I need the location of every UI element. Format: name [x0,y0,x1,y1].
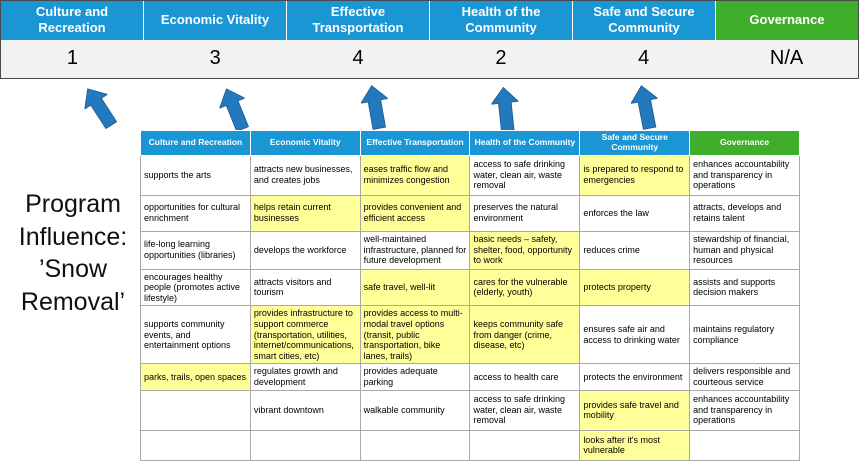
matrix-cell: eases traffic flow and minimizes congest… [359,154,471,196]
table-row: encourages healthy people (promotes acti… [140,268,800,307]
pillar-summary-table: Culture and Recreation Economic Vitality E… [0,0,859,79]
matrix-header-row: Culture and Recreation Economic Vitality E… [140,130,800,156]
matrix-cell: looks after it's most vulnerable [579,429,691,461]
matrix-cell: attracts new businesses, and creates job… [249,154,361,196]
up-arrow-icon [358,82,393,132]
matrix-cell: is prepared to respond to emergencies [579,154,691,196]
pillar-header-economic-vitality: Economic Vitality [144,1,287,40]
matrix-cell: protects the environment [579,363,691,391]
matrix-cell [689,429,800,461]
matrix-cell: access to health care [469,363,581,391]
matrix-cell: basic needs – safety, shelter, food, opp… [469,230,581,270]
matrix-cell: ensures safe air and access to drinking … [579,305,691,365]
matrix-cell: supports community events, and entertain… [140,305,251,365]
table-row: supports the arts attracts new businesses… [140,154,800,196]
matrix-header-economic-vitality: Economic Vitality [249,130,361,156]
pillar-header-health-of-the-community: Health of the Community [430,1,573,40]
matrix-cell: develops the workforce [249,230,361,270]
matrix-cell: supports the arts [140,154,251,196]
pillar-header-culture-and-recreation: Culture and Recreation [1,1,144,40]
matrix-cell: delivers responsible and courteous servi… [689,363,800,391]
matrix-header-effective-transportation: Effective Transportation [359,130,471,156]
matrix-cell: access to safe drinking water, clean air… [469,154,581,196]
pillar-score-row: 1 3 4 2 4 N/A [1,39,858,78]
up-arrow-icon [76,80,124,133]
matrix-cell: assists and supports decision makers [689,268,800,307]
matrix-cell: enhances accountability and transparency… [689,154,800,196]
matrix-cell [249,429,361,461]
matrix-cell: parks, trails, open spaces [140,363,251,391]
table-row: life-long learning opportunities (librar… [140,230,800,270]
matrix-cell: helps retain current businesses [249,194,361,232]
table-row: looks after it's most vulnerable [140,429,800,461]
matrix-header-culture-and-recreation: Culture and Recreation [140,130,251,156]
up-arrow-icon [213,83,255,136]
matrix-cell: enforces the law [579,194,691,232]
matrix-header-governance: Governance [689,130,800,156]
pillar-score-health-of-the-community: 2 [495,46,507,69]
matrix-cell: well-maintained infrastructure, planned … [359,230,471,270]
influence-matrix: Culture and Recreation Economic Vitality E… [140,130,800,461]
matrix-cell [140,389,251,431]
matrix-cell: keeps community safe from danger (crime,… [469,305,581,365]
matrix-cell: enhances accountability and transparency… [689,389,800,431]
pillar-header-row: Culture and Recreation Economic Vitality E… [1,1,858,40]
up-arrow-icon [628,82,663,132]
matrix-cell: provides access to multi-modal travel op… [359,305,471,365]
matrix-header-health-of-the-community: Health of the Community [469,130,581,156]
matrix-cell [469,429,581,461]
matrix-cell: vibrant downtown [249,389,361,431]
matrix-cell: encourages healthy people (promotes acti… [140,268,251,307]
matrix-cell: provides safe travel and mobility [579,389,691,431]
matrix-cell: safe travel, well-lit [359,268,471,307]
matrix-cell [140,429,251,461]
matrix-cell: maintains regulatory compliance [689,305,800,365]
table-row: opportunities for cultural enrichment hel… [140,194,800,232]
pillar-header-effective-transportation: Effective Transportation [287,1,430,40]
matrix-cell: opportunities for cultural enrichment [140,194,251,232]
table-row: supports community events, and entertain… [140,305,800,365]
up-arrow-icon [490,85,522,134]
pillar-score-safe-and-secure-community: 4 [638,46,650,69]
matrix-cell: life-long learning opportunities (librar… [140,230,251,270]
matrix-cell: provides infrastructure to support comme… [249,305,361,365]
matrix-cell [359,429,471,461]
pillar-header-safe-and-secure-community: Safe and Secure Community [573,1,716,40]
matrix-cell: reduces crime [579,230,691,270]
matrix-cell: access to safe drinking water, clean air… [469,389,581,431]
matrix-cell: walkable community [359,389,471,431]
matrix-cell: provides adequate parking [359,363,471,391]
page-title: Program Influence: ’Snow Removal’ [18,190,128,316]
pillar-score-governance: N/A [769,46,804,69]
matrix-cell: protects property [579,268,691,307]
pillar-score-economic-vitality: 3 [209,46,221,69]
matrix-cell: stewardship of financial, human and phys… [689,230,800,270]
matrix-cell: attracts visitors and tourism [249,268,361,307]
table-row: parks, trails, open spaces regulates grow… [140,363,800,391]
pillar-score-culture-and-recreation: 1 [66,46,78,69]
matrix-header-safe-and-secure-community: Safe and Secure Community [579,130,691,156]
matrix-cell: regulates growth and development [249,363,361,391]
pillar-score-effective-transportation: 4 [352,46,364,69]
matrix-cell: preserves the natural environment [469,194,581,232]
matrix-cell: cares for the vulnerable (elderly, youth… [469,268,581,307]
table-row: vibrant downtown walkable community access… [140,389,800,431]
matrix-cell: provides convenient and efficient access [359,194,471,232]
pillar-header-governance: Governance [716,1,858,40]
matrix-cell: attracts, develops and retains talent [689,194,800,232]
